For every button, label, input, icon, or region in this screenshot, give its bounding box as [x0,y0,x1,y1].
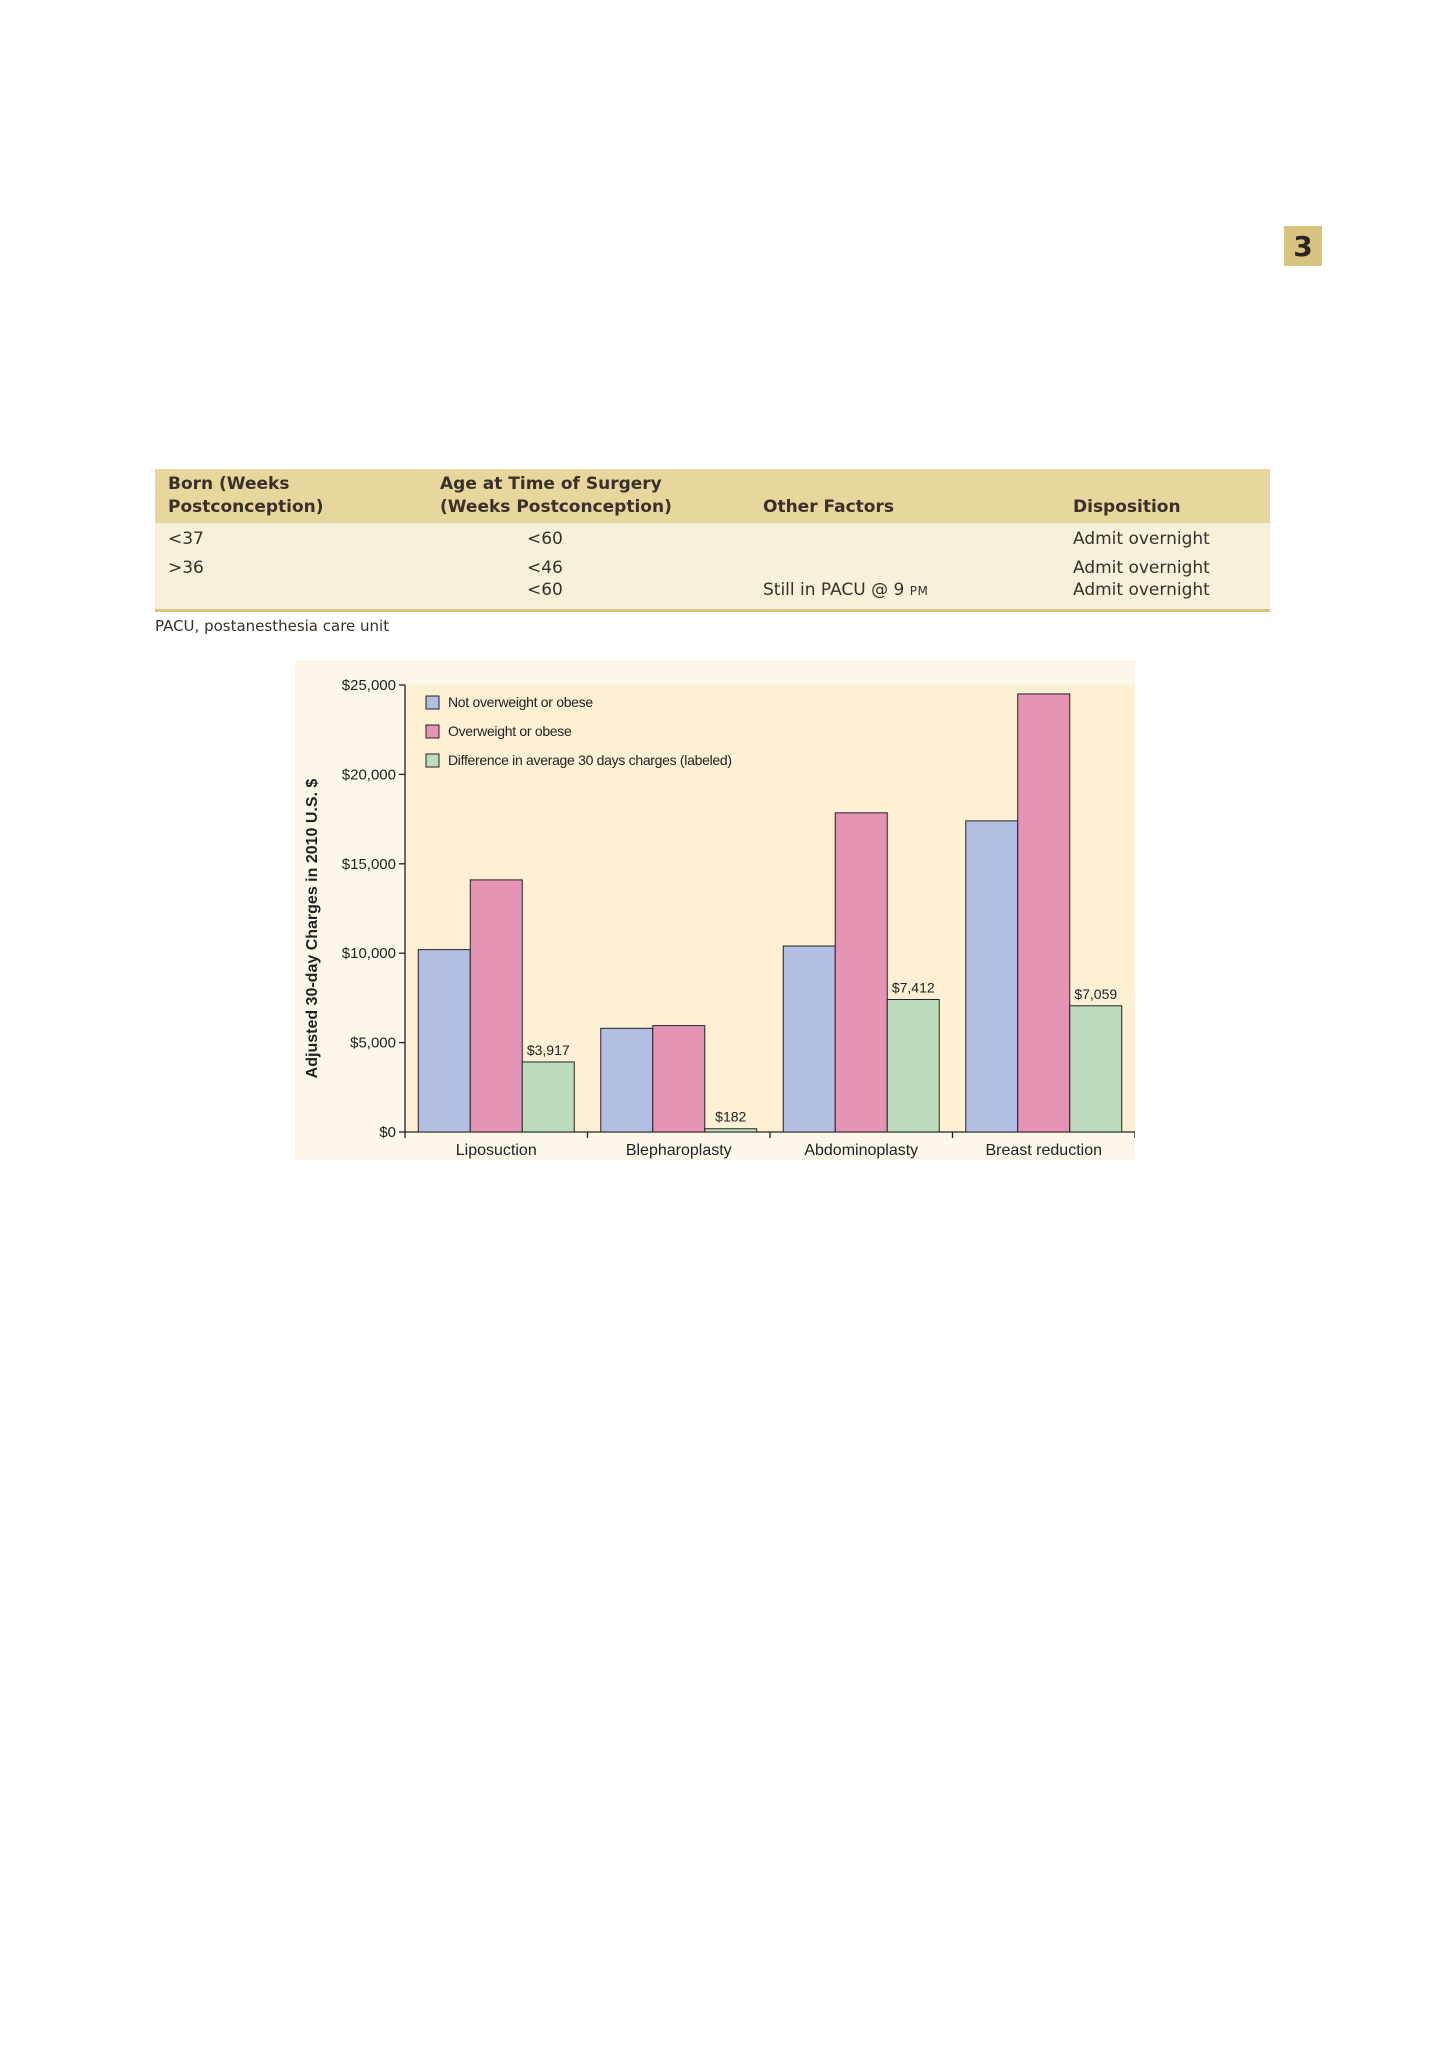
x-tick-label: Abdominoplasty [804,1142,918,1159]
bar [469,879,523,1133]
legend-label: Difference in average 30 days charges (l… [448,752,732,768]
legend-swatch [425,695,440,710]
row2-disposition: Admit overnight [1073,558,1210,578]
row3-age: <60 [527,580,563,600]
bar [521,1061,575,1133]
row3-other-text: Still in PACU @ 9 [763,580,905,600]
bar [652,1025,706,1133]
bar-data-label: $182 [715,1109,746,1125]
header-age-line1: Age at Time of Surgery [440,474,662,494]
chapter-number-tab: 3 [1284,226,1322,266]
row3-other-factors: Still in PACU @ 9 PM [763,580,928,600]
y-tick-label: $5,000 [350,1035,396,1052]
y-tick-label: $20,000 [342,766,396,783]
bar [886,998,940,1133]
y-tick-label: $25,000 [342,677,396,694]
header-disposition: Disposition [1073,497,1181,517]
y-axis-label: Adjusted 30-day Charges in 2010 U.S. $ [304,779,321,1079]
header-born-line1: Born (Weeks [168,474,290,494]
table-body: <37 <60 Admit overnight >36 <46 Admit ov… [155,523,1270,612]
row2-age: <46 [527,558,563,578]
y-tick-label: $0 [379,1124,396,1141]
legend-swatch [425,724,440,739]
header-born-line2: Postconception) [168,497,324,517]
table-header: Born (Weeks Postconception) Age at Time … [155,469,1270,523]
y-tick-label: $10,000 [342,945,396,962]
x-tick-label: Breast reduction [985,1142,1102,1159]
header-born: Born (Weeks Postconception) [168,473,324,519]
bar [417,949,471,1133]
legend-label: Not overweight or obese [448,694,593,710]
x-tick-label: Liposuction [456,1142,537,1159]
table-footnote: PACU, postanesthesia care unit [155,617,390,635]
header-age: Age at Time of Surgery (Weeks Postconcep… [440,473,672,519]
legend-swatch [425,753,440,768]
y-tick-label: $15,000 [342,856,396,873]
bar [782,945,836,1133]
row1-disposition: Admit overnight [1073,529,1210,549]
legend-label: Overweight or obese [448,723,572,739]
bar-data-label: $7,059 [1074,986,1117,1002]
charges-bar-chart: $0 $5,000 $10,000 $15,000 $20,000 $25,000 Adju… [295,660,1135,1160]
bar [1069,1005,1123,1133]
row3-disposition: Admit overnight [1073,580,1210,600]
row1-age: <60 [527,529,563,549]
bar [704,1128,758,1133]
row2-born: >36 [168,558,204,578]
header-other-factors: Other Factors [763,497,894,517]
bar [600,1027,654,1133]
row1-born: <37 [168,529,204,549]
bar-data-label: $7,412 [892,979,935,995]
bar [1017,693,1071,1133]
bar-data-label: $3,917 [527,1042,570,1058]
bar [965,820,1019,1133]
disposition-table: Born (Weeks Postconception) Age at Time … [155,469,1270,612]
bar [834,812,888,1133]
row3-other-suffix: PM [909,584,929,598]
header-age-line2: (Weeks Postconception) [440,497,672,517]
x-tick-label: Blepharoplasty [626,1142,732,1159]
